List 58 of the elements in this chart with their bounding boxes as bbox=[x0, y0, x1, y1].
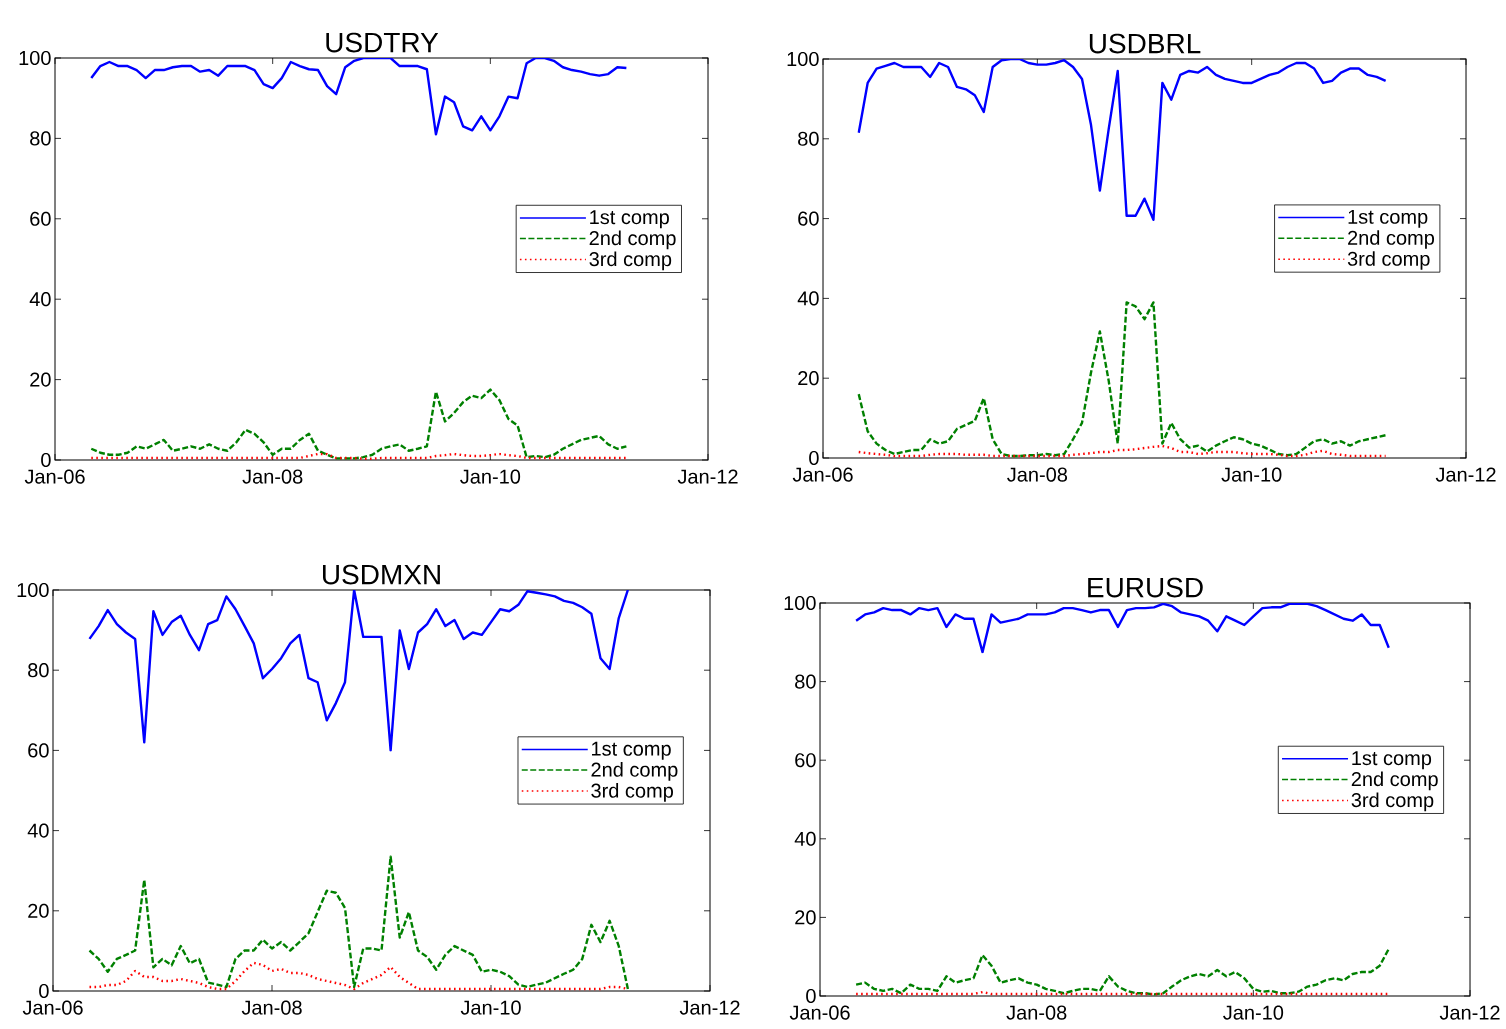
y-tick-label: 40 bbox=[29, 292, 51, 307]
legend-label: 2nd comp bbox=[589, 230, 676, 250]
y-tick-label: 0 bbox=[809, 450, 819, 466]
line-series bbox=[854, 947, 1390, 996]
x-tick-label: Jan-06 bbox=[24, 469, 85, 484]
chart-title: USDMXN bbox=[323, 564, 440, 585]
y-tick-label: 100 bbox=[19, 50, 51, 66]
x-tick-label: Jan-10 bbox=[1223, 1005, 1284, 1020]
legend-label: 3rd comp bbox=[589, 251, 672, 271]
x-tick-label: Jan-08 bbox=[242, 469, 303, 484]
x-tick-label: Jan-08 bbox=[1006, 1005, 1067, 1020]
y-tick-label: 20 bbox=[30, 372, 51, 387]
y-tick-label: 100 bbox=[784, 595, 816, 611]
y-tick-label: 80 bbox=[28, 663, 49, 678]
x-tick-label: Jan-06 bbox=[22, 1000, 83, 1015]
x-tick-label: Jan-08 bbox=[241, 1000, 302, 1015]
y-tick-label: 60 bbox=[798, 211, 819, 226]
legend-label: 1st comp bbox=[590, 210, 669, 229]
x-tick-label: Jan-06 bbox=[789, 1005, 850, 1020]
x-tick-label: Jan-12 bbox=[679, 1000, 740, 1015]
legend-label: 2nd comp bbox=[591, 762, 678, 781]
x-tick-label: Jan-12 bbox=[677, 469, 738, 484]
y-tick-label: 20 bbox=[795, 910, 816, 925]
y-tick-label: 60 bbox=[795, 753, 816, 768]
legend-label: 3rd comp bbox=[591, 783, 673, 802]
chart-title: USDTRY bbox=[326, 32, 439, 53]
legend-label: 1st comp bbox=[1348, 209, 1428, 228]
legend-label: 1st comp bbox=[592, 741, 671, 760]
line-series bbox=[857, 301, 1387, 458]
x-tick-label: Jan-08 bbox=[1007, 467, 1068, 482]
x-tick-label: Jan-10 bbox=[1221, 467, 1282, 482]
y-tick-label: 80 bbox=[30, 131, 51, 146]
y-tick-label: 0 bbox=[806, 988, 816, 1004]
legend-label: 3rd comp bbox=[1351, 792, 1434, 812]
legend-label: 2nd comp bbox=[1348, 230, 1435, 249]
y-tick-label: 20 bbox=[798, 371, 819, 386]
y-tick-label: 80 bbox=[798, 131, 819, 146]
chart-title: EURUSD bbox=[1088, 577, 1203, 598]
y-tick-label: 100 bbox=[17, 582, 49, 598]
x-tick-label: Jan-10 bbox=[460, 1000, 521, 1015]
y-tick-label: 60 bbox=[30, 211, 51, 226]
y-tick-label: 60 bbox=[28, 743, 49, 758]
legend-label: 1st comp bbox=[1352, 751, 1432, 770]
y-tick-label: 40 bbox=[794, 831, 816, 846]
y-tick-label: 100 bbox=[787, 51, 819, 67]
y-tick-label: 0 bbox=[41, 452, 51, 468]
y-tick-label: 0 bbox=[39, 983, 49, 999]
y-tick-label: 80 bbox=[795, 674, 816, 689]
legend-label: 3rd comp bbox=[1347, 251, 1430, 270]
y-tick-label: 20 bbox=[28, 903, 49, 918]
x-tick-label: Jan-06 bbox=[792, 467, 853, 482]
x-tick-label: Jan-12 bbox=[1435, 467, 1496, 482]
legend-label: 2nd comp bbox=[1351, 771, 1438, 791]
y-tick-label: 40 bbox=[797, 291, 819, 306]
y-tick-label: 40 bbox=[27, 823, 49, 838]
chart-title: USDBRL bbox=[1089, 33, 1201, 54]
x-tick-label: Jan-10 bbox=[460, 469, 521, 484]
x-tick-label: Jan-12 bbox=[1439, 1005, 1500, 1020]
